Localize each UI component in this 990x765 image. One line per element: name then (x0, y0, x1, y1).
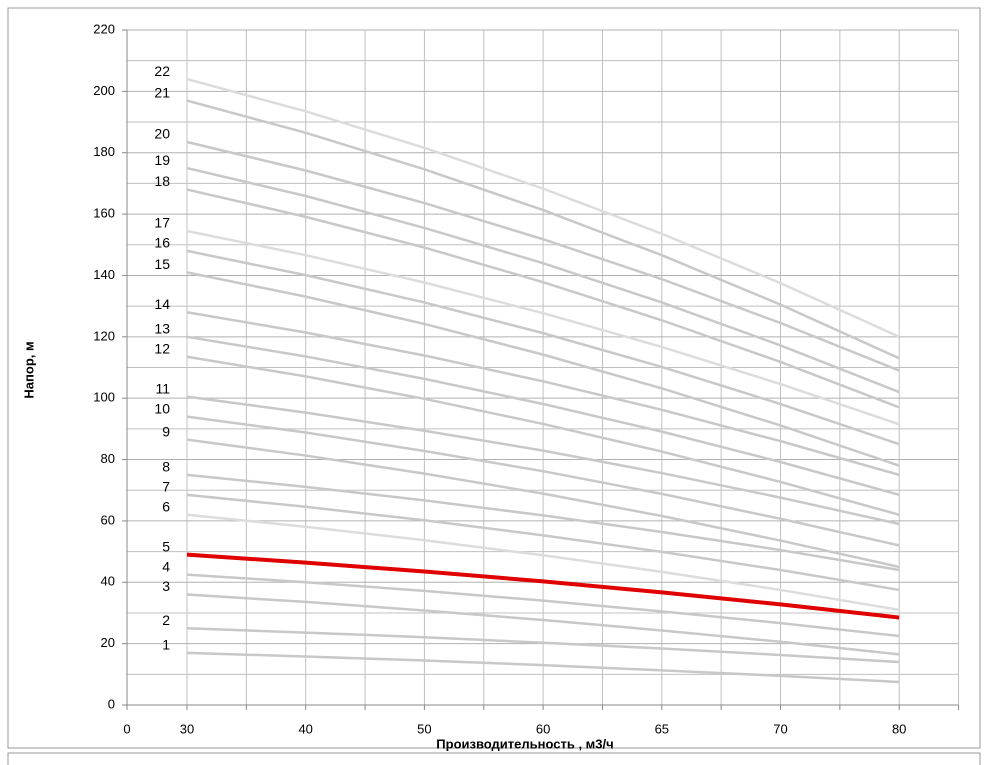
x-axis-title: Производительность , м3/ч (436, 736, 613, 751)
x-tick-label: 80 (892, 721, 906, 736)
y-tick-label: 60 (101, 512, 115, 527)
x-tick-label: 0 (123, 721, 130, 736)
y-axis-title: Напор, м (21, 341, 36, 398)
series-label: 13 (154, 321, 170, 337)
series-label: 4 (162, 558, 170, 574)
y-tick-label: 100 (93, 390, 115, 405)
series-line (186, 593, 900, 656)
series-line (186, 438, 900, 569)
series-label: 6 (162, 498, 170, 514)
series-line (186, 651, 900, 684)
series-line (186, 188, 900, 409)
series-line (186, 355, 900, 516)
series-label: 11 (155, 380, 170, 396)
series-label: 7 (162, 479, 170, 495)
y-tick-label: 220 (93, 21, 115, 36)
series-label: 14 (154, 296, 170, 312)
series-label: 22 (154, 63, 170, 79)
series-label: 21 (154, 84, 170, 100)
y-tick-label: 200 (93, 83, 115, 98)
series-line (186, 473, 900, 572)
series-line (186, 271, 900, 467)
series-label: 12 (154, 340, 170, 356)
series-line (186, 335, 900, 497)
x-tick-label: 65 (655, 721, 669, 736)
series-label: 9 (162, 423, 170, 439)
series-label: 5 (162, 538, 170, 554)
series-line (186, 249, 900, 446)
series-label: 3 (162, 578, 170, 594)
series-line (186, 552, 900, 620)
series-line (186, 166, 900, 394)
series-label: 19 (154, 152, 170, 168)
next-panel (7, 752, 981, 765)
series-line (186, 229, 900, 426)
series-label: 17 (154, 215, 170, 231)
series-label: 18 (154, 173, 170, 189)
x-tick-label: 60 (536, 721, 550, 736)
series-line (186, 415, 900, 547)
y-tick-label: 140 (93, 267, 115, 282)
series-label: 15 (154, 256, 170, 272)
x-tick-label: 70 (773, 721, 787, 736)
series-label: 8 (162, 459, 170, 475)
series-line (186, 627, 900, 664)
y-tick-label: 120 (93, 328, 115, 343)
series-line (186, 395, 900, 526)
y-tick-label: 0 (108, 696, 115, 711)
series-label: 2 (162, 612, 170, 628)
y-tick-label: 40 (101, 574, 115, 589)
series-label: 1 (162, 637, 170, 653)
series-line (186, 99, 900, 360)
series-line (186, 311, 900, 477)
series-line (186, 77, 900, 338)
series-label: 10 (154, 400, 170, 416)
series-line (186, 140, 900, 372)
y-tick-label: 180 (93, 144, 115, 159)
y-tick-label: 160 (93, 206, 115, 221)
y-tick-label: 80 (101, 451, 115, 466)
chart-border (7, 7, 981, 749)
series-line (186, 493, 900, 592)
y-tick-label: 20 (101, 635, 115, 650)
x-tick-label: 30 (180, 721, 194, 736)
series-line (186, 573, 900, 638)
x-tick-label: 50 (417, 721, 431, 736)
x-tick-label: 40 (298, 721, 312, 736)
series-label: 16 (154, 235, 170, 251)
series-label: 20 (154, 126, 170, 142)
series-line (186, 513, 900, 612)
